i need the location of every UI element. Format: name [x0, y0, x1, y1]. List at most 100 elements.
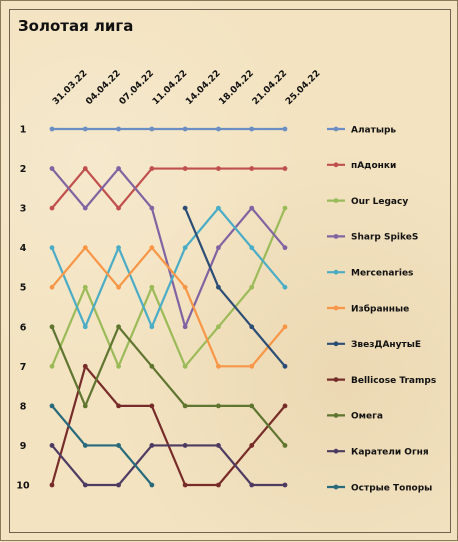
data-point [249, 363, 255, 369]
data-point [282, 324, 288, 330]
data-point [216, 245, 221, 251]
data-point [282, 245, 288, 251]
x-axis-ticks: 31.03.2204.04.2207.04.2211.04.2214.04.22… [51, 69, 322, 107]
y-tick-label: 10 [16, 481, 30, 492]
data-point [216, 166, 221, 171]
data-point [249, 284, 255, 290]
data-point [282, 205, 288, 211]
data-point [49, 443, 55, 448]
data-point [49, 126, 55, 132]
data-point [216, 324, 221, 330]
data-point [249, 443, 255, 448]
series-4 [49, 205, 288, 330]
legend-item: Our Legacy [327, 197, 408, 207]
data-point [116, 443, 121, 448]
x-tick-label: 14.04.22 [184, 69, 222, 107]
legend-swatch-marker [333, 126, 339, 132]
data-point [149, 443, 155, 448]
series-line [50, 207, 287, 368]
data-point [82, 245, 88, 251]
series-line [51, 167, 285, 210]
data-point [82, 403, 88, 409]
legend-item: Каратели Огня [327, 448, 429, 458]
x-tick-label: 25.04.22 [284, 69, 322, 107]
data-point [282, 482, 288, 488]
data-point [216, 284, 221, 290]
series-5 [49, 245, 288, 369]
y-tick-label: 4 [20, 243, 27, 254]
data-point [216, 482, 221, 488]
legend-label: Bellicose Tramps [351, 376, 436, 386]
data-point [282, 443, 288, 448]
y-tick-label: 3 [20, 204, 27, 215]
data-point [182, 363, 188, 369]
legend-swatch-marker [333, 198, 339, 204]
data-point [149, 482, 155, 488]
data-point [149, 284, 155, 290]
data-point [49, 482, 55, 488]
data-point [182, 284, 188, 290]
data-point [182, 166, 188, 171]
data-point [249, 126, 255, 132]
legend-swatch-marker [333, 448, 339, 454]
series-7 [49, 363, 288, 488]
data-point [49, 403, 55, 409]
series-10 [49, 403, 155, 488]
legend-label: Sharp SpikeS [351, 233, 418, 243]
legend-label: Our Legacy [351, 197, 408, 207]
series-lines [49, 126, 288, 488]
data-point [149, 403, 155, 409]
legend-swatch-marker [333, 305, 339, 311]
data-point [49, 324, 55, 330]
data-point [182, 482, 188, 488]
data-point [82, 166, 88, 171]
legend-item: Избранные [327, 303, 409, 314]
legend: Алатырь пАдонки Our Legacy Sharp SpikeS Merc… [327, 125, 436, 493]
series-line [184, 207, 286, 368]
data-point [82, 284, 88, 290]
data-point [82, 205, 88, 211]
data-point [116, 363, 121, 369]
data-point [282, 403, 288, 409]
legend-label: пАдонки [351, 161, 396, 171]
data-point [116, 245, 121, 251]
legend-label: Алатырь [351, 125, 396, 135]
x-tick-label: 31.03.22 [51, 69, 89, 107]
data-point [249, 482, 255, 488]
y-tick-label: 6 [20, 322, 27, 333]
legend-label: Избранные [351, 303, 409, 314]
data-point [282, 284, 288, 290]
legend-item: Омега [327, 412, 383, 422]
data-point [149, 205, 155, 211]
data-point [216, 126, 221, 132]
data-point [49, 245, 55, 251]
data-point [49, 166, 55, 171]
data-point [282, 126, 288, 132]
series-1 [49, 166, 288, 211]
legend-swatch-marker [333, 484, 339, 490]
legend-swatch-marker [333, 269, 339, 275]
legend-swatch-marker [333, 413, 339, 418]
data-point [116, 284, 121, 290]
data-point [249, 205, 255, 211]
y-tick-label: 1 [20, 125, 27, 136]
data-point [282, 363, 288, 369]
legend-item: Алатырь [327, 125, 396, 135]
y-tick-label: 9 [20, 441, 27, 452]
legend-swatch-marker [333, 234, 339, 239]
data-point [149, 363, 155, 369]
legend-item: Sharp SpikeS [327, 233, 418, 243]
data-point [82, 443, 88, 448]
data-point [82, 363, 88, 369]
legend-swatch-marker [333, 341, 339, 347]
series-9 [49, 443, 288, 488]
data-point [249, 324, 255, 330]
legend-label: ЗвезДАнутыЕ [351, 340, 421, 350]
legend-item: пАдонки [327, 161, 396, 171]
data-point [116, 205, 121, 211]
data-point [249, 166, 255, 171]
y-tick-label: 7 [20, 362, 27, 373]
x-tick-label: 11.04.22 [151, 69, 189, 107]
